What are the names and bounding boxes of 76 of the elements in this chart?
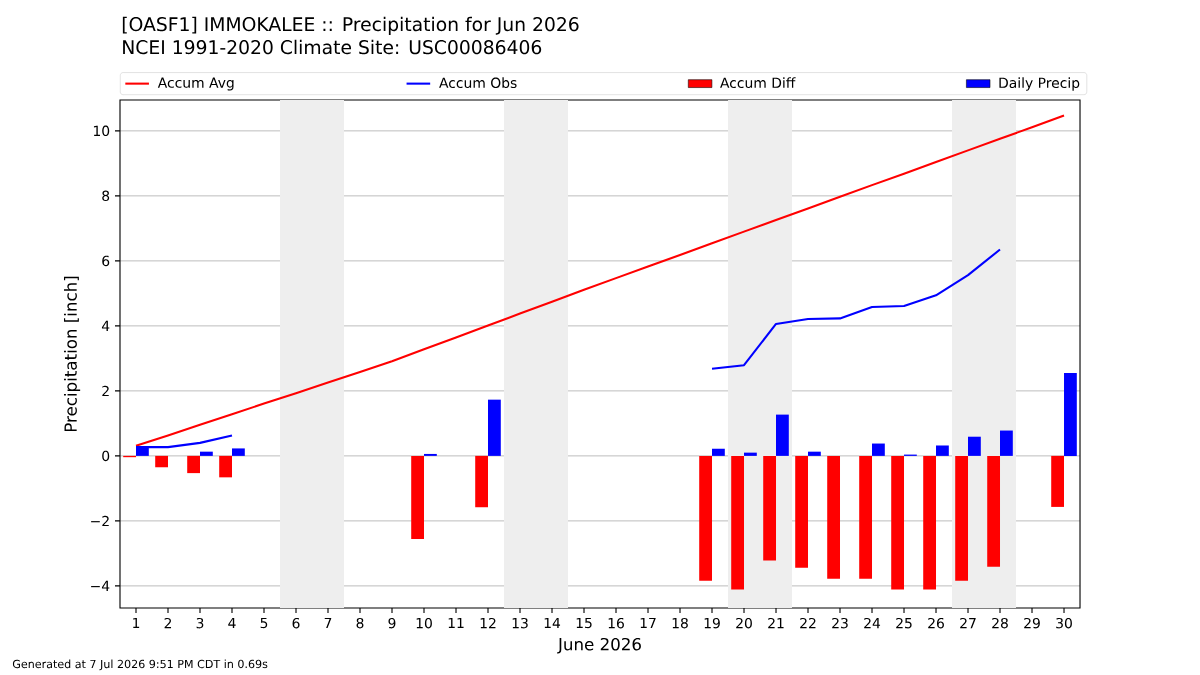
x-tick-label: 30 [1056,617,1072,629]
x-tick-label: 23 [832,617,848,629]
y-tick-label: 8 [102,190,110,202]
y-tick-label: 0 [102,450,110,462]
bar [827,455,841,579]
x-tick-label: 24 [864,617,881,629]
bar [475,455,488,508]
x-tick-label: 8 [356,617,364,629]
line-series [134,114,1066,447]
bar [155,455,168,468]
bar [232,448,245,456]
bar [968,436,981,456]
x-tick-label: 6 [292,617,300,629]
bar [699,455,713,581]
bar [923,455,937,590]
x-tick-label: 15 [576,617,592,629]
y-tick-label: 2 [102,385,109,397]
x-tick-label: 1 [133,617,140,629]
x-tick-label: 27 [960,617,976,629]
bar [808,451,821,456]
bar [411,455,424,540]
bar [1051,455,1065,507]
x-tick-label: 2 [164,617,172,629]
bar [731,455,744,590]
y-tick-label: 6 [102,255,110,267]
bar [795,455,809,568]
x-tick-label: 13 [512,617,528,629]
y-tick-label: −4 [91,580,110,591]
bar [936,445,949,456]
x-tick-label: 9 [388,617,396,629]
y-tick-label: 4 [101,320,110,331]
x-tick-label: 26 [928,617,944,629]
bar [763,455,777,561]
legend-label: Accum Avg [157,77,234,91]
x-tick-label: 4 [228,617,236,629]
legend-label: Accum Diff [720,77,796,89]
chart-subtitle: NCEI 1991-2020 Climate Site: USC00086406 [123,39,542,55]
x-tick-label: 19 [704,617,720,629]
x-tick-label: 28 [992,617,1008,629]
x-tick-label: 17 [640,617,656,629]
bar [891,455,905,590]
legend-label: Accum Obs [439,77,517,89]
legend-label: Daily Precip [999,77,1080,91]
bar [955,455,969,581]
bar [187,455,200,474]
x-tick-label: 21 [768,617,784,629]
bar [1064,373,1077,456]
x-tick-label: 7 [324,617,332,629]
text: Generated at 7 Jul 2026 9:51 PM CDT in 0.69s [12,659,268,671]
bar [219,455,232,478]
bar [712,448,725,456]
x-tick-label: 16 [608,617,624,629]
bar [859,455,873,579]
bar [987,455,1001,567]
x-tick-label: 14 [544,617,561,629]
x-tick-label: 25 [896,617,912,629]
x-tick-label: 10 [416,617,432,629]
y-tick-label: 10 [93,125,110,137]
bar [200,451,213,456]
x-tick-label: 18 [672,617,688,629]
x-tick-label: 12 [480,617,496,629]
y-axis-title: Precipitation [inch] [64,276,81,432]
x-axis-title: June 2026 [557,637,641,654]
y-tick-label: −2 [91,515,109,527]
x-tick-label: 5 [260,617,268,629]
x-tick-label: 20 [736,617,752,629]
x-tick-label: 3 [196,617,204,629]
bar [744,452,757,456]
x-tick-label: 11 [448,617,464,629]
bar [872,443,885,456]
x-tick-label: 22 [800,617,816,629]
bar [776,414,789,456]
x-tick-label: 29 [1024,617,1040,629]
chart-title: [OASF1] IMMOKALEE :: Precipitation for Jun 2026 [122,16,579,35]
bar [1000,430,1013,456]
bar [488,399,501,456]
